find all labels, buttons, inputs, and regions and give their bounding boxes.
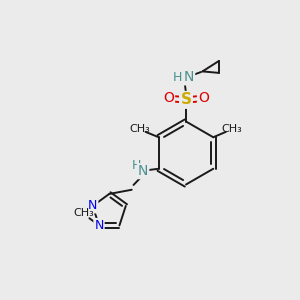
Text: N: N bbox=[184, 70, 194, 84]
Text: N: N bbox=[88, 200, 98, 212]
Text: S: S bbox=[181, 92, 191, 107]
Text: H: H bbox=[132, 159, 141, 172]
Text: CH₃: CH₃ bbox=[74, 208, 94, 218]
Text: N: N bbox=[138, 164, 148, 178]
Text: O: O bbox=[163, 92, 174, 105]
Text: N: N bbox=[94, 219, 104, 232]
Text: O: O bbox=[198, 92, 209, 105]
Text: CH₃: CH₃ bbox=[221, 124, 242, 134]
Text: H: H bbox=[173, 71, 183, 84]
Text: CH₃: CH₃ bbox=[130, 124, 151, 134]
